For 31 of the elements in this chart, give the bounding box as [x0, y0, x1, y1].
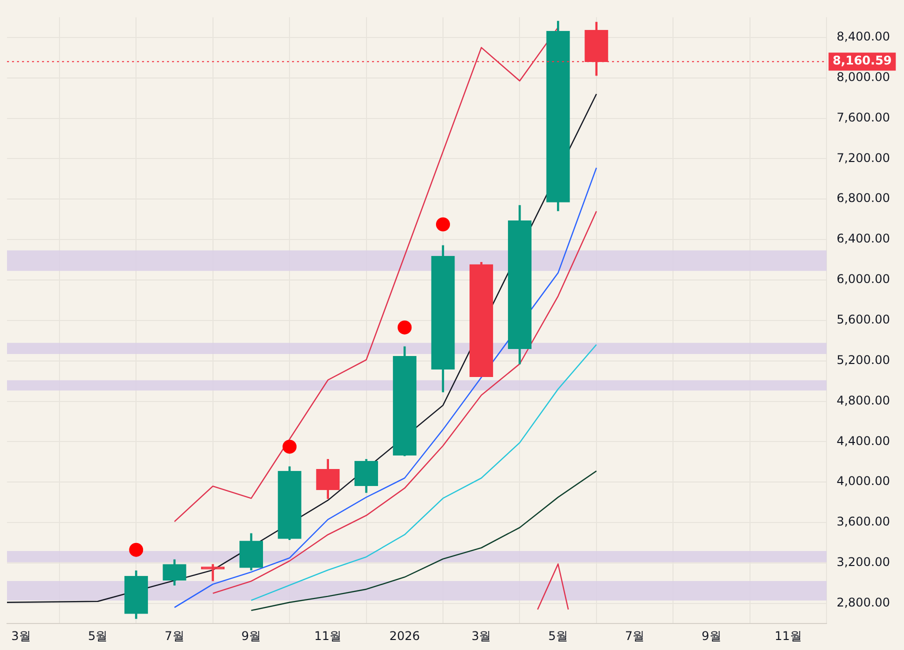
y-tick-label: 3,200.00: [836, 555, 890, 570]
y-tick-label: 6,000.00: [836, 272, 890, 286]
point: [282, 440, 297, 454]
y-tick-label: 8,000.00: [836, 70, 890, 84]
y-tick-label: 3,600.00: [836, 514, 890, 529]
y-tick-label: 4,800.00: [836, 393, 890, 408]
y-tick-label: 6,800.00: [836, 191, 890, 206]
y-tick-label: 6,400.00: [836, 232, 890, 246]
y-tick-label: 7,200.00: [836, 150, 890, 165]
point: [129, 542, 144, 557]
x-tick-label: 7월: [164, 628, 184, 643]
x-tick-label: 3월: [11, 628, 31, 643]
y-tick-label: 4,000.00: [836, 474, 890, 488]
x-tick-label: 5월: [548, 628, 568, 643]
x-tick-label: 11월: [774, 628, 802, 643]
ref-line-label: 8,160.59: [832, 54, 892, 68]
y-tick-label: 7,600.00: [836, 110, 890, 124]
y-tick-label: 5,200.00: [836, 352, 890, 367]
x-tick-label: 11월: [314, 628, 342, 643]
y-tick-label: 4,400.00: [836, 434, 890, 448]
x-tick-label: 3월: [472, 628, 492, 643]
y-tick-label: 8,400.00: [836, 30, 890, 44]
y-tick-label: 5,600.00: [836, 312, 890, 327]
x-tick-label: 2026: [389, 628, 420, 643]
x-tick-label: 9월: [241, 628, 262, 643]
y-tick-label: 2,800.00: [836, 596, 890, 610]
x-tick-label: 5월: [88, 628, 108, 643]
x-tick-label: 9월: [702, 628, 722, 643]
x-tick-label: 7월: [624, 628, 645, 643]
point: [398, 320, 412, 334]
point: [436, 217, 450, 232]
